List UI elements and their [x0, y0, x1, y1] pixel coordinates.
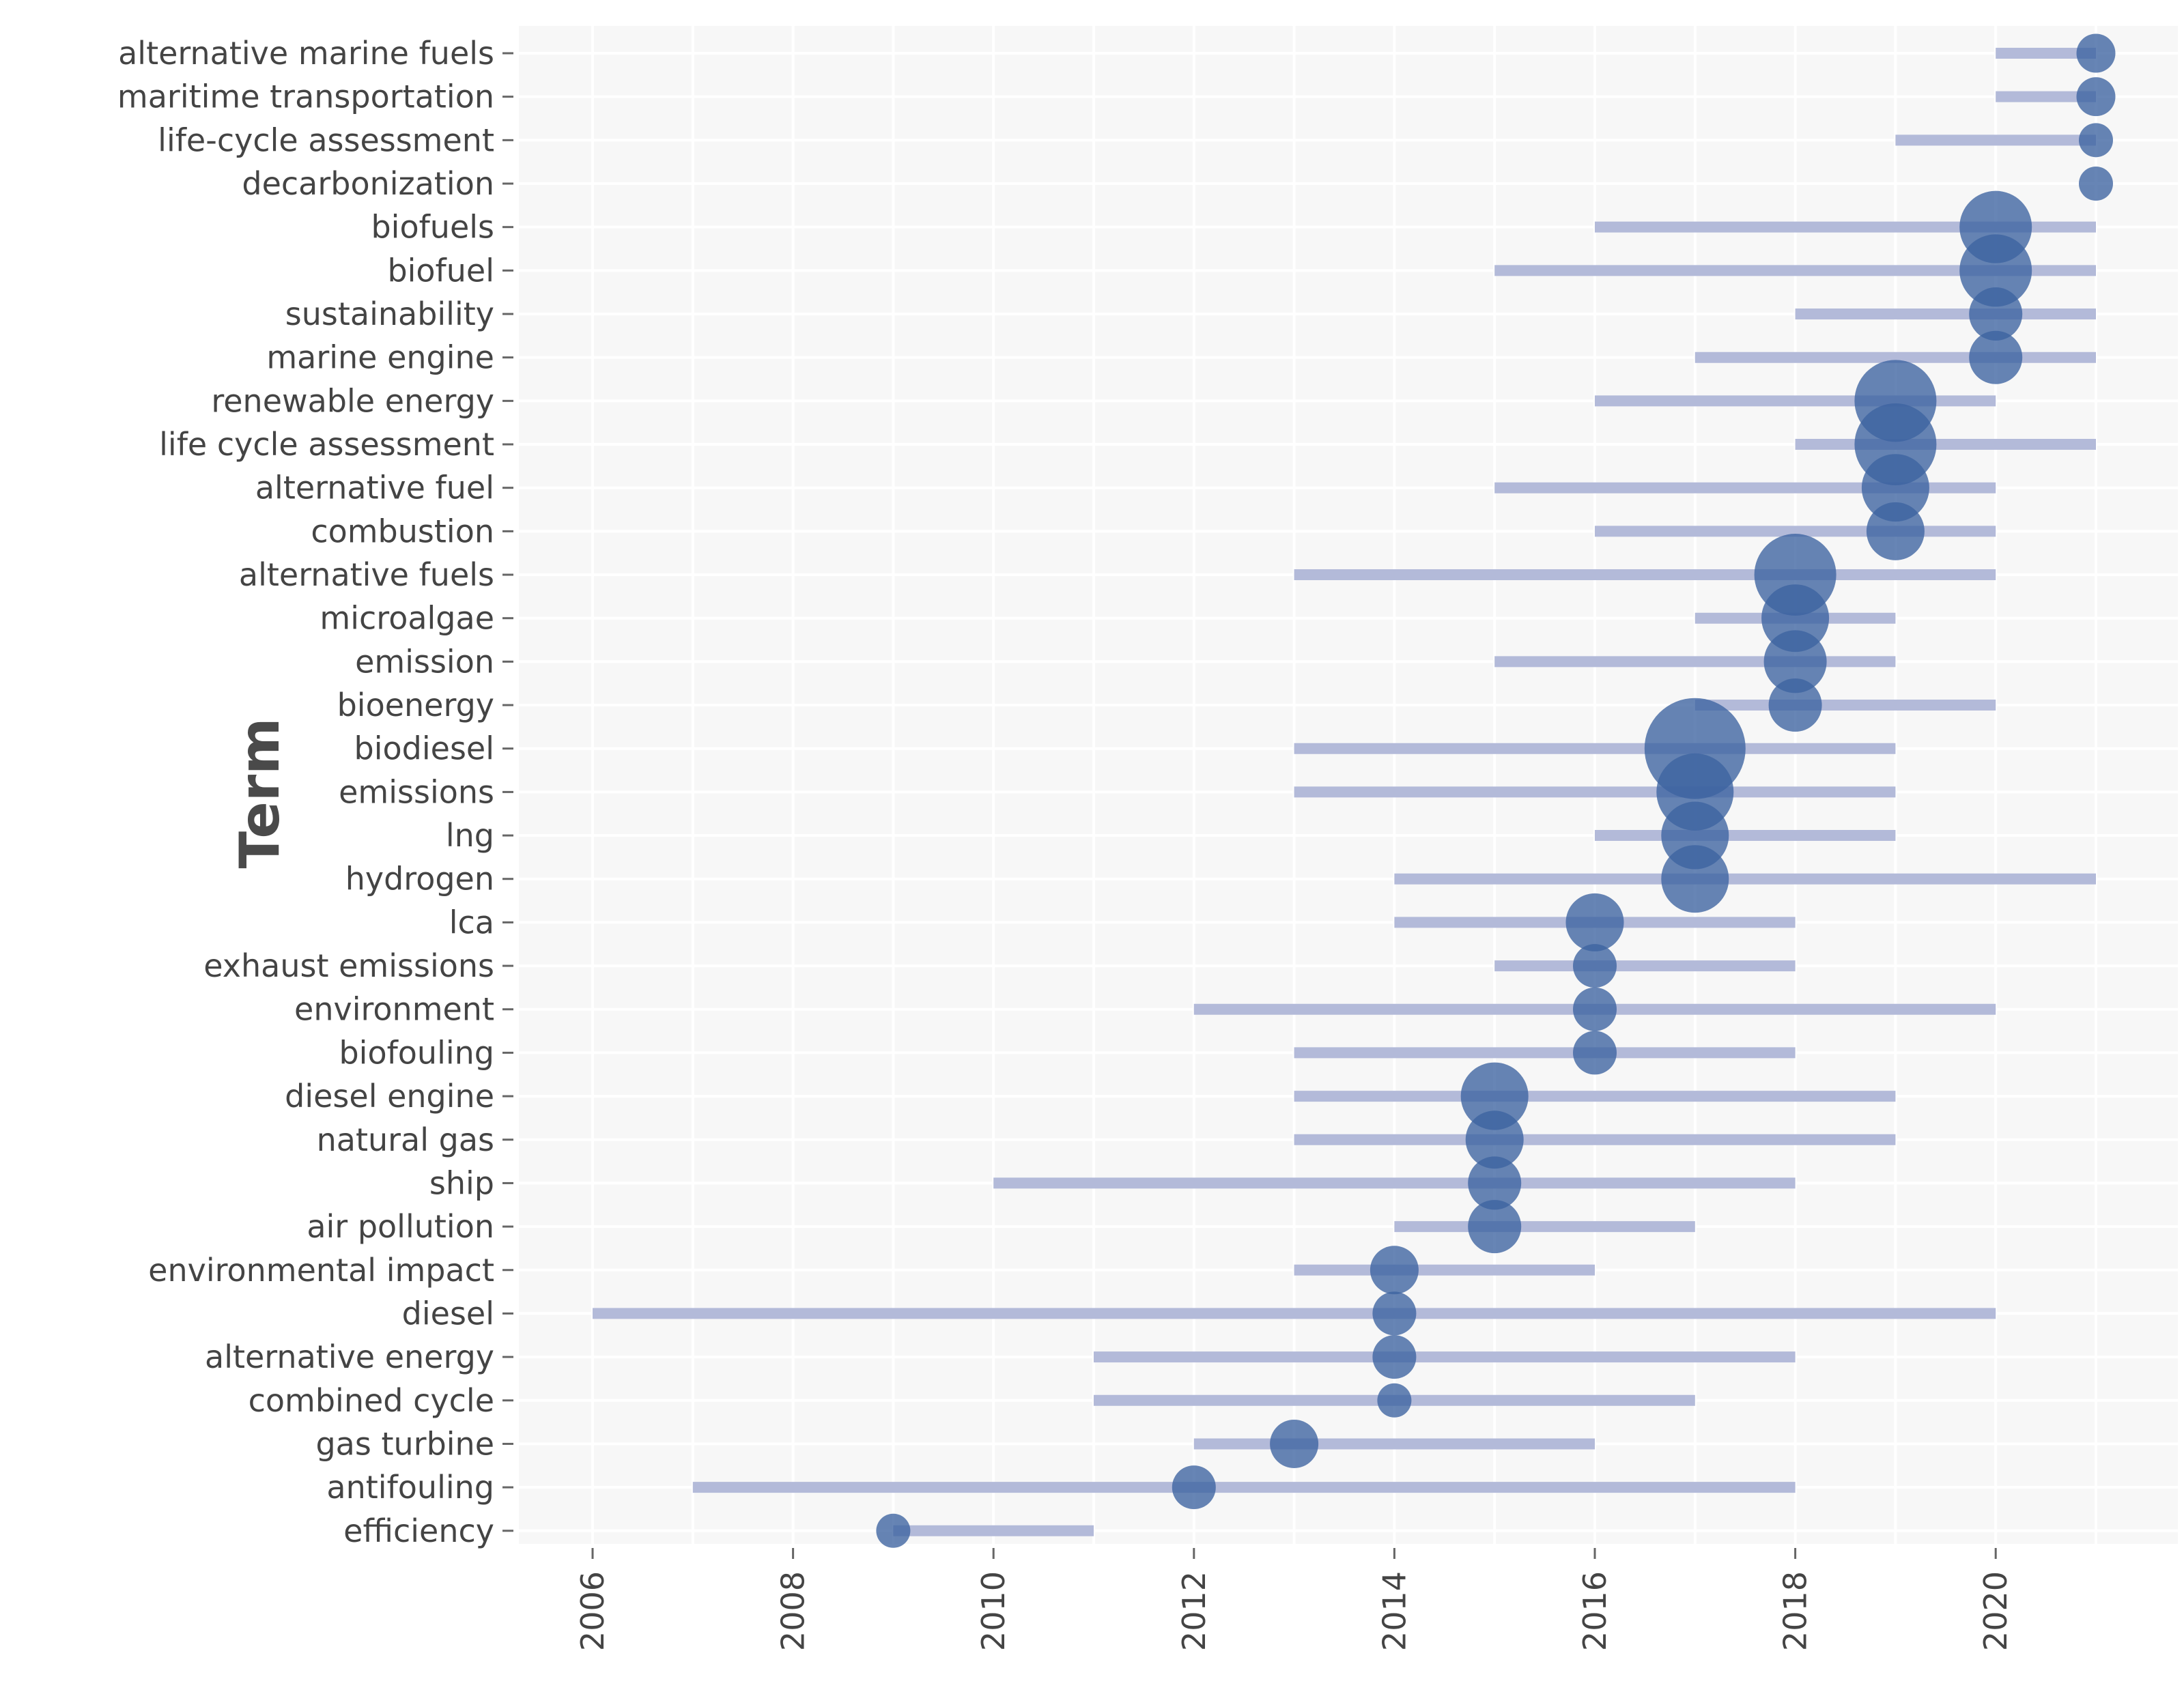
term-label: emissions [339, 773, 494, 810]
term-label: biofuels [371, 209, 494, 246]
term-label: alternative fuel [255, 470, 494, 506]
term-label: life-cycle assessment [158, 121, 494, 158]
term-label: life cycle assessment [159, 426, 494, 463]
term-label: hydrogen [345, 861, 494, 898]
term-bubble [1573, 987, 1617, 1031]
term-label: ship [429, 1164, 494, 1201]
x-tick-label: 2010 [975, 1571, 1012, 1651]
term-label: emission [355, 643, 494, 680]
term-bubble [1460, 1062, 1529, 1130]
term-label: diesel [402, 1295, 494, 1332]
term-label: bioenergy [337, 687, 494, 723]
term-bubble [876, 1513, 911, 1548]
term-label: decarbonization [242, 165, 494, 202]
term-bubble [2079, 167, 2113, 201]
x-tick-label: 2018 [1777, 1571, 1814, 1651]
term-label: biodiesel [354, 730, 494, 767]
term-label: environmental impact [148, 1252, 494, 1289]
term-bubble [1761, 584, 1830, 653]
term-bubble [1573, 1031, 1617, 1075]
x-tick-label: 2016 [1576, 1571, 1613, 1651]
term-label: air pollution [307, 1208, 494, 1245]
term-bubble [1661, 845, 1729, 913]
term-label: natural gas [317, 1121, 494, 1158]
term-bubble [1468, 1156, 1522, 1210]
term-label: alternative fuels [239, 556, 494, 593]
term-bubble [1573, 944, 1617, 988]
term-label: combined cycle [249, 1382, 494, 1419]
term-bubble [1768, 678, 1822, 732]
term-label: alternative marine fuels [118, 35, 494, 72]
term-label: antifouling [326, 1469, 494, 1506]
range-layer [593, 48, 2096, 1536]
term-label: microalgae [320, 600, 494, 637]
term-bubble [1468, 1200, 1522, 1254]
term-bubble [1372, 1291, 1417, 1336]
x-tick-label: 2008 [775, 1571, 812, 1651]
x-tick-label: 2020 [1977, 1571, 2014, 1651]
term-bubble [2076, 33, 2116, 73]
x-tick-label: 2012 [1176, 1571, 1212, 1651]
bubble-layer [876, 33, 2116, 1548]
term-label: lng [446, 817, 494, 854]
term-label: environment [294, 991, 494, 1028]
y-axis: alternative marine fuels maritime transpo… [117, 35, 513, 1549]
term-label: exhaust emissions [203, 947, 494, 984]
term-bubble [2079, 123, 2113, 158]
term-label: marine engine [266, 339, 494, 376]
term-bubble [1959, 234, 2032, 307]
term-bubble [1866, 502, 1925, 560]
x-tick-label: 2014 [1376, 1571, 1413, 1651]
term-label: lca [449, 904, 494, 941]
term-label: sustainability [285, 296, 494, 332]
term-label: combustion [311, 513, 494, 549]
term-bubble [2076, 77, 2116, 117]
plot-panel [519, 26, 2178, 1544]
term-bubble [1370, 1246, 1419, 1295]
term-label: diesel engine [285, 1078, 494, 1115]
term-bubble [1763, 630, 1827, 693]
term-bubble [1270, 1419, 1319, 1468]
term-label: renewable energy [211, 382, 494, 419]
x-tick-label: 2006 [574, 1571, 611, 1651]
term-label: gas turbine [315, 1425, 494, 1462]
term-bubble [1172, 1465, 1216, 1510]
term-bubble [1377, 1383, 1412, 1418]
y-axis-title: Term [228, 717, 292, 868]
term-bubble [1969, 287, 2023, 341]
term-bubble [1465, 1110, 1524, 1169]
term-bubble [1372, 1335, 1417, 1379]
term-label: alternative energy [205, 1338, 494, 1375]
term-label: biofouling [339, 1034, 494, 1071]
term-label: maritime transportation [117, 78, 494, 115]
term-label: efficiency [343, 1512, 494, 1549]
x-axis: 2006 2008 2010 2012 2014 2016 2018 2020 [574, 1548, 2014, 1651]
term-bubble [1861, 454, 1929, 522]
term-label: biofuel [387, 252, 494, 289]
term-bubble [1565, 893, 1624, 951]
term-bubble [1969, 330, 2023, 384]
